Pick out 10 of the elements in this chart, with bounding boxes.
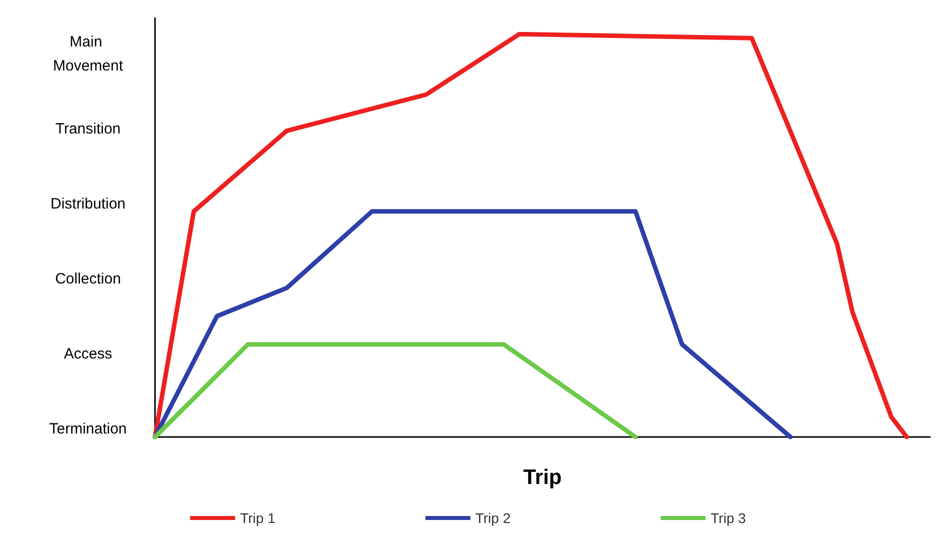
- legend-label: Trip 2: [475, 510, 511, 526]
- legend-label: Trip 1: [240, 510, 276, 526]
- text: Transition: [55, 120, 121, 138]
- text: Main Movement: [52, 33, 124, 74]
- text: Collection: [55, 270, 121, 288]
- text: Distribution: [50, 195, 126, 212]
- x-axis-title: Trip: [523, 466, 562, 489]
- text: Termination: [49, 420, 127, 438]
- legend-label: Trip 3: [710, 510, 746, 526]
- text: Access: [64, 345, 112, 362]
